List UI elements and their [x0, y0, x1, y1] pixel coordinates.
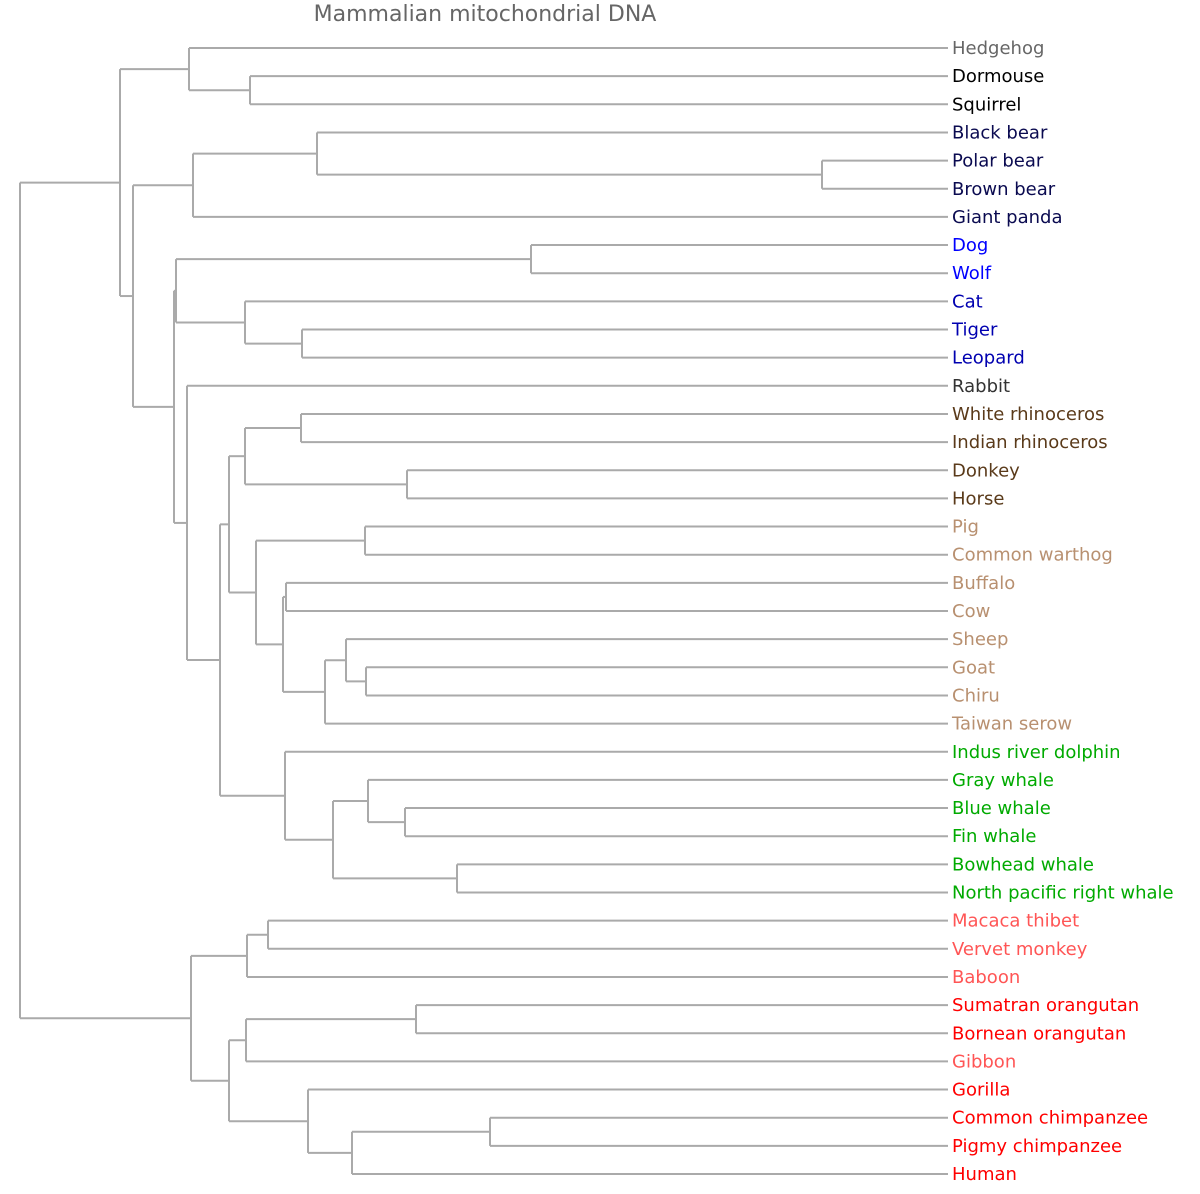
leaf-label: Giant panda [952, 207, 1063, 228]
leaf-label: Chiru [952, 685, 1000, 706]
leaf-label: Indian rhinoceros [952, 432, 1108, 453]
leaf-label: Dormouse [952, 66, 1044, 87]
leaf-label: Vervet monkey [952, 939, 1088, 960]
leaf-label: Horse [952, 488, 1004, 509]
leaf-label: Human [952, 1164, 1017, 1185]
leaf-label: Gray whale [952, 770, 1054, 791]
leaf-label: Leopard [952, 348, 1025, 369]
leaf-label: Goat [952, 657, 995, 678]
leaf-label: Indus river dolphin [952, 742, 1121, 763]
leaf-label: Bornean orangutan [952, 1023, 1126, 1044]
leaf-label: Gibbon [952, 1051, 1016, 1072]
leaf-label: Cow [952, 601, 990, 622]
leaf-label: Pig [952, 517, 979, 538]
leaf-label: Common chimpanzee [952, 1108, 1148, 1129]
leaf-label: Sumatran orangutan [952, 995, 1139, 1016]
leaf-label: Sheep [952, 629, 1008, 650]
leaf-label: Rabbit [952, 376, 1010, 397]
leaf-label: Pigmy chimpanzee [952, 1136, 1122, 1157]
leaf-label: Tiger [951, 320, 998, 341]
leaf-label: Black bear [952, 122, 1048, 143]
leaf-label: Cat [952, 291, 983, 312]
leaf-label: Polar bear [952, 151, 1044, 172]
leaf-label: Taiwan serow [951, 714, 1072, 735]
leaf-label: Dog [952, 235, 988, 256]
leaf-label: Brown bear [952, 179, 1056, 200]
leaf-label: Common warthog [952, 545, 1113, 566]
leaf-label: Baboon [952, 967, 1020, 988]
leaf-label: Bowhead whale [952, 854, 1094, 875]
leaf-label: Gorilla [952, 1080, 1010, 1101]
leaf-label: Hedgehog [952, 38, 1044, 59]
diagram-title: Mammalian mitochondrial DNA [313, 2, 657, 27]
leaf-label: Blue whale [952, 798, 1051, 819]
leaf-label: Wolf [952, 263, 992, 284]
leaf-label: Buffalo [952, 573, 1015, 594]
leaf-label: Donkey [952, 460, 1020, 481]
leaf-label: Squirrel [952, 94, 1021, 115]
leaf-label: White rhinoceros [952, 404, 1104, 425]
leaf-label: Fin whale [952, 826, 1036, 847]
leaf-label: North pacific right whale [952, 883, 1174, 904]
leaf-label: Macaca thibet [952, 911, 1079, 932]
